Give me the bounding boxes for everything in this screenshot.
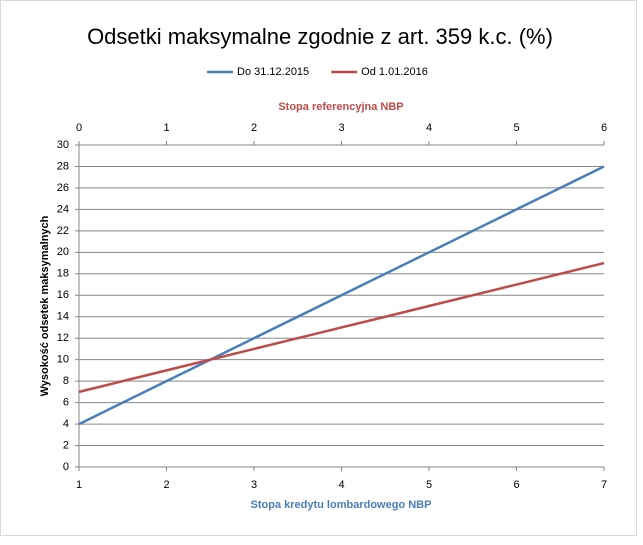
y-axis-title: Wysokość odsetek maksymalnych — [39, 215, 51, 396]
x-axis-title: Stopa kredytu lombardowego NBP — [251, 499, 432, 511]
y-tick-label: 18 — [57, 268, 69, 280]
x2-tick-label: 3 — [338, 122, 344, 134]
x-tick-label: 2 — [163, 479, 169, 491]
x-tick-label: 5 — [426, 479, 432, 491]
x-tick-label: 3 — [251, 479, 257, 491]
x-tick-label: 6 — [513, 479, 519, 491]
y-tick-label: 2 — [63, 439, 69, 451]
x2-tick-label: 2 — [251, 122, 257, 134]
x2-tick-label: 5 — [513, 122, 519, 134]
x-tick-label: 4 — [338, 479, 344, 491]
chart-border — [0, 0, 637, 536]
y-tick-label: 30 — [57, 139, 69, 151]
x2-tick-label: 1 — [163, 122, 169, 134]
y-tick-label: 12 — [57, 332, 69, 344]
y-tick-label: 26 — [57, 182, 69, 194]
y-tick-label: 8 — [63, 375, 69, 387]
x-tick-label: 7 — [601, 479, 607, 491]
y-tick-label: 10 — [57, 354, 69, 366]
y-tick-label: 6 — [63, 397, 69, 409]
x2-tick-label: 0 — [76, 122, 82, 134]
y-tick-label: 24 — [57, 203, 69, 215]
y-tick-label: 0 — [63, 461, 69, 473]
x-tick-label: 1 — [76, 479, 82, 491]
y-tick-label: 14 — [57, 311, 69, 323]
legend-label: Do 31.12.2015 — [237, 66, 309, 78]
y-tick-label: 22 — [57, 225, 69, 237]
x2-tick-label: 4 — [426, 122, 432, 134]
x2-tick-label: 6 — [601, 122, 607, 134]
y-tick-label: 4 — [63, 418, 69, 430]
y-tick-label: 16 — [57, 289, 69, 301]
line-series — [78, 165, 605, 426]
x2-axis-title: Stopa referencyjna NBP — [278, 101, 403, 113]
legend-label: Od 1.01.2016 — [361, 66, 428, 78]
y-tick-label: 20 — [57, 246, 69, 258]
y-tick-label: 28 — [57, 160, 69, 172]
chart-title: Odsetki maksymalne zgodnie z art. 359 k.… — [87, 24, 553, 49]
line-series — [78, 261, 605, 394]
